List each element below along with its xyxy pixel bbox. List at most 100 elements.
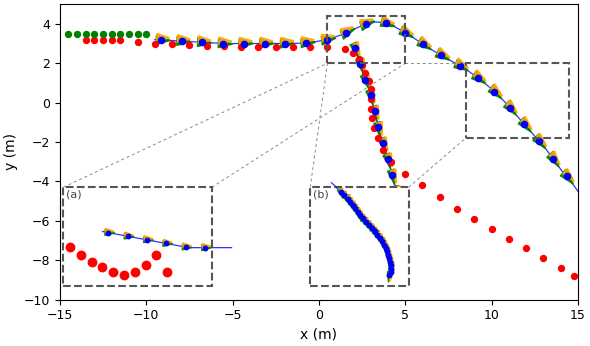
Polygon shape: [345, 194, 349, 205]
Point: [354, 56, 363, 62]
Polygon shape: [506, 100, 517, 113]
Polygon shape: [360, 19, 373, 27]
Point: [340, 193, 349, 198]
Point: [98, 265, 107, 270]
Polygon shape: [535, 133, 547, 146]
Polygon shape: [341, 191, 347, 202]
Polygon shape: [563, 169, 574, 182]
Point: [535, 138, 544, 144]
Point: [254, 44, 263, 49]
Polygon shape: [219, 37, 232, 44]
Polygon shape: [474, 70, 486, 81]
Polygon shape: [360, 73, 369, 89]
Polygon shape: [281, 37, 294, 45]
Polygon shape: [366, 221, 371, 231]
Point: [260, 41, 269, 46]
Polygon shape: [361, 214, 366, 224]
Polygon shape: [398, 236, 405, 251]
Polygon shape: [417, 38, 431, 49]
Point: [124, 31, 133, 36]
Polygon shape: [322, 34, 335, 42]
Polygon shape: [178, 35, 191, 42]
Polygon shape: [355, 208, 359, 218]
Point: [346, 199, 355, 204]
Point: [385, 259, 395, 264]
Point: [455, 63, 464, 69]
Polygon shape: [280, 39, 295, 48]
Polygon shape: [377, 234, 382, 245]
Point: [90, 37, 99, 42]
Point: [107, 37, 116, 42]
Polygon shape: [386, 248, 390, 257]
Point: [353, 209, 362, 215]
Polygon shape: [347, 198, 352, 209]
Polygon shape: [198, 36, 211, 43]
Point: [520, 121, 529, 127]
Point: [356, 61, 365, 66]
Point: [218, 41, 228, 46]
Polygon shape: [218, 39, 232, 48]
Point: [350, 206, 360, 211]
Polygon shape: [395, 202, 402, 218]
Polygon shape: [389, 268, 394, 279]
Bar: [466, 63, 569, 138]
Point: [375, 235, 385, 241]
Polygon shape: [384, 248, 389, 258]
Point: [116, 37, 125, 42]
Point: [342, 30, 351, 36]
Polygon shape: [124, 232, 133, 237]
Point: [505, 105, 514, 110]
Polygon shape: [489, 85, 502, 99]
Point: [181, 244, 191, 250]
Y-axis label: y (m): y (m): [4, 133, 18, 170]
Polygon shape: [388, 258, 392, 268]
Point: [177, 38, 186, 44]
Polygon shape: [395, 186, 400, 200]
Point: [168, 41, 177, 46]
Polygon shape: [549, 151, 560, 165]
Polygon shape: [362, 217, 368, 228]
Point: [384, 252, 393, 258]
Point: [65, 245, 75, 250]
Point: [162, 241, 171, 246]
Polygon shape: [369, 89, 375, 103]
Polygon shape: [471, 71, 486, 83]
Polygon shape: [202, 245, 212, 251]
Polygon shape: [143, 237, 153, 243]
Polygon shape: [177, 36, 191, 45]
Point: [401, 171, 410, 176]
Polygon shape: [352, 204, 357, 215]
Polygon shape: [504, 101, 516, 115]
Polygon shape: [163, 240, 173, 246]
Polygon shape: [183, 243, 192, 248]
Point: [123, 234, 132, 239]
Polygon shape: [454, 60, 468, 71]
Point: [378, 238, 387, 244]
Bar: [327, 16, 405, 63]
Point: [391, 189, 401, 194]
Point: [388, 172, 397, 178]
Point: [364, 222, 373, 228]
Polygon shape: [105, 229, 115, 235]
Bar: [310, 187, 409, 286]
Polygon shape: [337, 188, 343, 199]
Point: [368, 116, 377, 121]
Polygon shape: [157, 34, 170, 41]
Point: [64, 31, 73, 36]
Point: [361, 219, 371, 225]
Point: [107, 31, 116, 36]
Polygon shape: [359, 58, 365, 72]
Point: [90, 31, 99, 36]
Point: [343, 196, 352, 201]
Polygon shape: [124, 233, 134, 239]
Text: (b): (b): [313, 189, 329, 199]
Point: [306, 44, 315, 49]
Point: [141, 262, 150, 268]
Polygon shape: [182, 244, 192, 250]
Polygon shape: [357, 211, 362, 222]
Polygon shape: [376, 231, 380, 240]
Point: [418, 42, 428, 47]
Point: [504, 236, 513, 241]
Polygon shape: [383, 241, 387, 251]
Polygon shape: [359, 214, 365, 225]
